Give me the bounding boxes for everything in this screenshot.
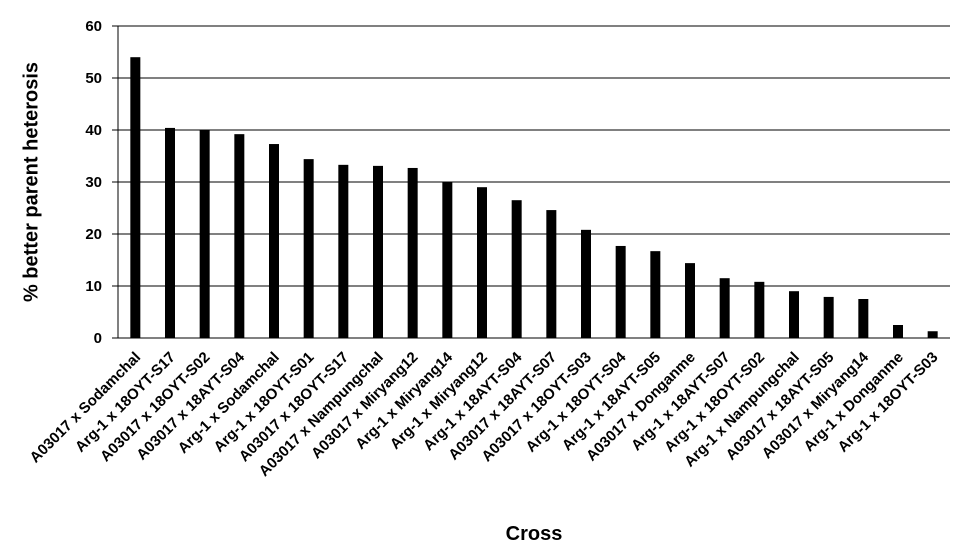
bar xyxy=(650,251,661,338)
y-tick-label: 30 xyxy=(85,174,102,191)
bar xyxy=(407,167,418,338)
bar xyxy=(130,57,141,338)
bar xyxy=(893,325,903,338)
bar xyxy=(719,278,730,338)
y-tick-label: 0 xyxy=(94,330,102,347)
bar xyxy=(685,263,695,338)
bar xyxy=(477,187,487,338)
bar xyxy=(581,229,591,338)
bar xyxy=(303,159,314,338)
y-tick-label: 50 xyxy=(85,70,102,87)
y-tick-label: 40 xyxy=(85,122,102,139)
bar xyxy=(823,296,834,338)
bar xyxy=(269,144,279,338)
bar xyxy=(754,281,765,338)
bar xyxy=(858,299,869,338)
x-axis-title: Cross xyxy=(506,523,563,545)
bar xyxy=(442,182,453,338)
y-tick-label: 10 xyxy=(85,278,102,295)
y-axis-title: % better parent heterosis xyxy=(20,62,42,302)
y-tick-label: 20 xyxy=(85,226,102,243)
bar xyxy=(338,164,349,338)
bar xyxy=(199,130,210,338)
y-tick-label: 60 xyxy=(85,18,102,35)
bar xyxy=(165,127,175,338)
bar xyxy=(927,331,938,338)
bar xyxy=(789,291,799,338)
bar xyxy=(615,245,626,338)
bar xyxy=(511,200,522,338)
bar xyxy=(234,134,245,338)
bar xyxy=(546,210,557,338)
bar xyxy=(373,165,383,338)
